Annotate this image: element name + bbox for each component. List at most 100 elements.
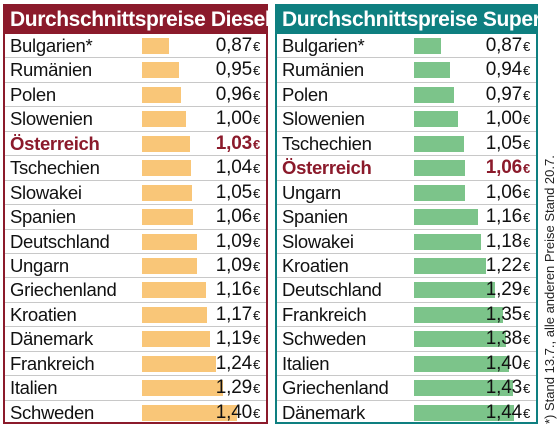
value-label: 1,19€ bbox=[216, 327, 260, 352]
value-number: 1,17 bbox=[215, 303, 252, 325]
euro-unit: € bbox=[522, 381, 530, 397]
value-label: 1,44€ bbox=[486, 401, 530, 426]
euro-unit: € bbox=[522, 87, 530, 103]
euro-unit: € bbox=[252, 405, 260, 421]
bar-mark bbox=[142, 257, 198, 274]
bar-row: Rumänien 0,94€ bbox=[277, 58, 536, 83]
category-label: Tschechien bbox=[10, 157, 100, 179]
value-label: 1,40€ bbox=[486, 352, 530, 377]
diesel-panel: Durchschnittspreise Diesel Bulgarien* 0,8… bbox=[3, 4, 271, 425]
category-label: Slowakei bbox=[282, 230, 354, 252]
bar-row: Ungarn 1,06€ bbox=[277, 181, 536, 206]
super-panel: Durchschnittspreise Super Bulgarien* 0,87… bbox=[275, 4, 541, 425]
category-label: Ungarn bbox=[10, 254, 69, 276]
value-number: 0,95 bbox=[215, 59, 252, 81]
value-number: 1,00 bbox=[215, 108, 252, 130]
bar-mark bbox=[142, 233, 198, 250]
category-label: Ungarn bbox=[282, 181, 341, 203]
bar-row: Slowenien 1,00€ bbox=[277, 107, 536, 132]
value-number: 1,00 bbox=[485, 108, 522, 130]
value-number: 0,94 bbox=[485, 59, 522, 81]
bar-mark bbox=[414, 404, 514, 421]
bar-mark bbox=[414, 111, 458, 128]
value-label: 1,09€ bbox=[216, 230, 260, 255]
super-rows: Bulgarien* 0,87€ Rumänien 0,94€ Polen 0,97€ Sl… bbox=[277, 34, 536, 425]
euro-unit: € bbox=[252, 307, 260, 323]
category-label: Schweden bbox=[10, 401, 94, 423]
bar-mark bbox=[414, 380, 513, 397]
value-label: 1,05€ bbox=[216, 181, 260, 206]
bar-row: Bulgarien* 0,87€ bbox=[5, 34, 266, 59]
category-label: Kroatien bbox=[282, 254, 349, 276]
euro-unit: € bbox=[252, 63, 260, 79]
bar-mark bbox=[142, 306, 208, 323]
bar-mark bbox=[142, 282, 207, 299]
euro-unit: € bbox=[252, 136, 260, 152]
bar-mark bbox=[414, 86, 454, 103]
bar-row: Slowakei 1,05€ bbox=[5, 181, 266, 206]
value-label: 1,29€ bbox=[216, 376, 260, 401]
euro-unit: € bbox=[522, 405, 530, 421]
euro-unit: € bbox=[522, 112, 530, 128]
bar-row: Kroatien 1,22€ bbox=[277, 254, 536, 279]
euro-unit: € bbox=[252, 87, 260, 103]
value-label: 0,94€ bbox=[486, 58, 530, 83]
euro-unit: € bbox=[522, 307, 530, 323]
diesel-panel-title: Durchschnittspreise Diesel bbox=[5, 6, 271, 34]
bar-mark bbox=[142, 404, 237, 421]
euro-unit: € bbox=[252, 356, 260, 372]
value-number: 1,06 bbox=[485, 157, 522, 179]
category-label: Rumänien bbox=[10, 59, 92, 81]
value-label: 1,05€ bbox=[486, 132, 530, 157]
value-number: 1,40 bbox=[485, 352, 522, 374]
euro-unit: € bbox=[252, 112, 260, 128]
value-label: 1,38€ bbox=[486, 327, 530, 352]
category-label: Tschechien bbox=[282, 132, 372, 154]
category-label: Slowakei bbox=[10, 181, 82, 203]
value-number: 1,35 bbox=[485, 303, 522, 325]
category-label: Bulgarien* bbox=[10, 35, 93, 56]
category-label: Rumänien bbox=[282, 59, 364, 81]
bar-row: Spanien 1,16€ bbox=[277, 205, 536, 230]
euro-unit: € bbox=[252, 210, 260, 226]
bar-row: Kroatien 1,17€ bbox=[5, 303, 266, 328]
bar-row: Deutschland 1,09€ bbox=[5, 230, 266, 254]
value-number: 1,05 bbox=[485, 132, 522, 154]
category-label: Italien bbox=[282, 352, 330, 374]
bar-mark bbox=[142, 184, 192, 201]
category-label: Polen bbox=[10, 83, 56, 105]
value-number: 1,06 bbox=[215, 206, 252, 228]
bar-mark bbox=[414, 62, 450, 79]
bar-row: Ungarn 1,09€ bbox=[5, 254, 266, 279]
category-label: Griechenland bbox=[282, 377, 389, 399]
value-number: 1,19 bbox=[215, 328, 252, 350]
diesel-rows: Bulgarien* 0,87€ Rumänien 0,95€ Polen 0,96€ Sl… bbox=[5, 34, 266, 425]
value-number: 1,09 bbox=[215, 254, 252, 276]
category-label: Kroatien bbox=[10, 303, 77, 325]
value-number: 1,40 bbox=[215, 401, 252, 423]
euro-unit: € bbox=[522, 63, 530, 79]
value-label: 1,24€ bbox=[216, 352, 260, 377]
category-label: Bulgarien* bbox=[282, 35, 365, 56]
value-label: 1,00€ bbox=[486, 107, 530, 132]
category-label: Spanien bbox=[282, 206, 348, 228]
euro-unit: € bbox=[252, 332, 260, 348]
value-label: 0,87€ bbox=[216, 34, 260, 59]
bar-row: Italien 1,40€ bbox=[277, 352, 536, 377]
category-label: Polen bbox=[282, 83, 328, 105]
category-label: Dänemark bbox=[10, 328, 93, 350]
euro-unit: € bbox=[252, 283, 260, 299]
value-number: 1,18 bbox=[485, 230, 522, 252]
euro-unit: € bbox=[252, 381, 260, 397]
bar-row: Italien 1,29€ bbox=[5, 376, 266, 401]
value-number: 1,24 bbox=[215, 352, 252, 374]
euro-unit: € bbox=[522, 356, 530, 372]
bar-row: Bulgarien* 0,87€ bbox=[277, 34, 536, 59]
bar-mark bbox=[414, 160, 466, 177]
value-label: 1,06€ bbox=[486, 156, 530, 181]
category-label: Dänemark bbox=[282, 401, 365, 423]
euro-unit: € bbox=[522, 283, 530, 299]
bar-row: Frankreich 1,35€ bbox=[277, 303, 536, 328]
bar-row: Deutschland 1,29€ bbox=[277, 278, 536, 303]
value-number: 1,29 bbox=[215, 377, 252, 399]
